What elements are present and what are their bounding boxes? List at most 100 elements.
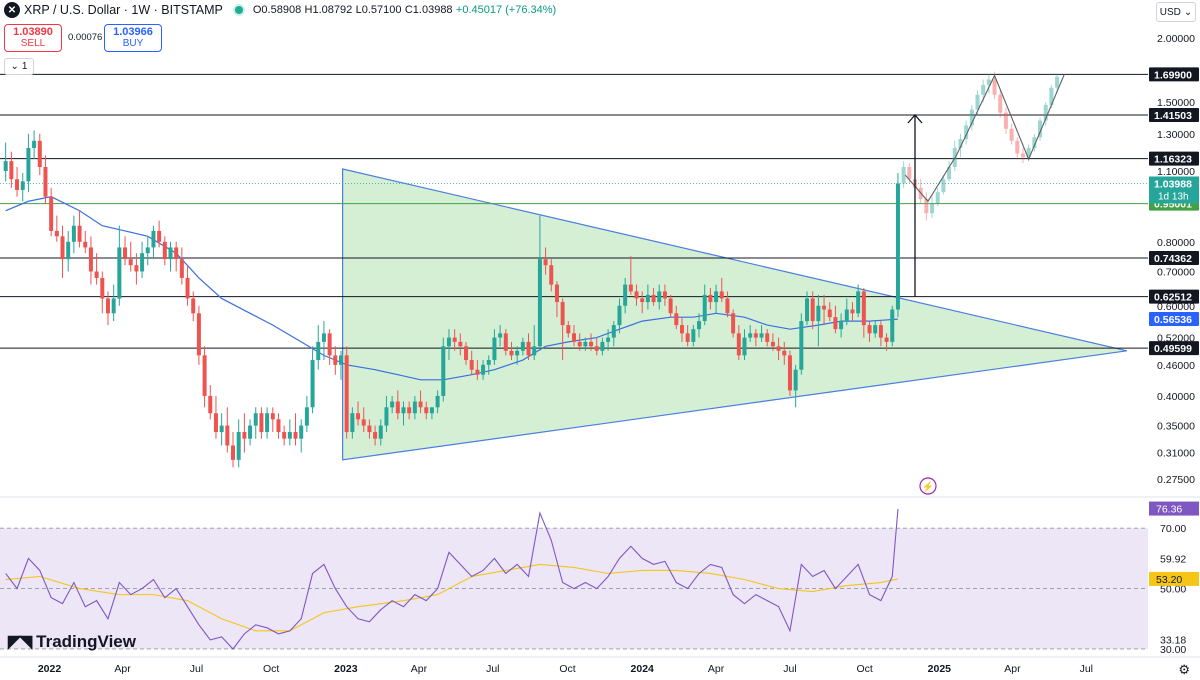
currency-selector[interactable]: USD ⌄: [1156, 2, 1196, 22]
candle: [299, 419, 304, 453]
buy-button[interactable]: 1.03966 BUY: [104, 24, 162, 52]
symbol-title[interactable]: XRP / U.S. Dollar · 1W · BITSTAMP: [24, 3, 223, 17]
candle-body: [367, 425, 372, 433]
candle: [270, 407, 275, 433]
candle-body: [384, 407, 389, 426]
candle: [1038, 117, 1043, 141]
candle-body: [242, 432, 247, 439]
candle-body: [32, 140, 37, 148]
last-price-label-bg: [1149, 176, 1199, 204]
candle: [236, 419, 241, 468]
candle-body: [299, 425, 304, 439]
candle-body: [964, 125, 969, 140]
candle-body: [572, 333, 576, 342]
candle: [412, 395, 417, 420]
level-price-label-bg: [1149, 67, 1199, 82]
candle: [577, 333, 582, 351]
candle-body: [321, 333, 326, 342]
collapse-indicators-button[interactable]: ⌄ 1: [4, 58, 34, 75]
candle-body: [446, 337, 451, 347]
candle: [168, 241, 173, 272]
tradingview-logo[interactable]: ◤◥ TradingView: [8, 632, 136, 652]
candle: [390, 395, 395, 414]
candle: [208, 385, 213, 420]
level-price-label-bg: [1149, 289, 1199, 304]
candle-body: [100, 277, 105, 299]
price-axis-tick: 1.50000: [1157, 97, 1195, 109]
candle: [833, 305, 838, 334]
ohlc-open: O0.58908: [252, 4, 302, 16]
candle-body: [105, 298, 110, 314]
candle: [736, 325, 741, 361]
candle: [401, 401, 406, 426]
candle: [617, 298, 622, 334]
candle-body: [390, 401, 395, 408]
candle-body: [782, 350, 787, 356]
candle: [930, 196, 935, 219]
candle-body: [714, 291, 719, 303]
candle: [515, 346, 520, 365]
candle: [1055, 74, 1060, 94]
candle-body: [515, 350, 520, 356]
candle-body: [441, 346, 446, 396]
level-price-label-bg: [1149, 251, 1199, 266]
chart-header: ✕ XRP / U.S. Dollar · 1W · BITSTAMP O0.5…: [0, 0, 1148, 20]
time-axis-tick: Apr: [411, 663, 428, 675]
candle-body: [861, 291, 866, 326]
candle: [316, 325, 321, 370]
candle: [123, 236, 128, 266]
candle: [554, 281, 559, 318]
rsi-axis-tick: 50.00: [1160, 584, 1186, 596]
candle: [662, 284, 667, 306]
candle: [83, 230, 88, 254]
candle-body: [969, 109, 974, 126]
candle: [850, 302, 855, 322]
candle: [111, 284, 116, 322]
candle-body: [662, 291, 667, 299]
candle: [878, 321, 883, 347]
candle-body: [1055, 76, 1060, 88]
candle: [435, 390, 440, 414]
candle: [333, 346, 338, 375]
price-axis-tick: 0.46000: [1157, 360, 1195, 372]
candle-body: [66, 241, 71, 260]
candle-body: [935, 192, 940, 204]
candle-body: [930, 203, 935, 214]
candle-body: [174, 247, 179, 260]
candle-body: [799, 321, 804, 370]
candle: [77, 210, 82, 248]
candle: [418, 390, 423, 414]
candle-body: [344, 355, 349, 433]
candle: [231, 432, 236, 468]
candle-body: [674, 313, 679, 326]
gear-icon[interactable]: ⚙: [1178, 662, 1190, 677]
candle: [407, 401, 412, 420]
candle-body: [520, 341, 525, 351]
candle-body: [208, 395, 213, 414]
candle: [1015, 137, 1020, 158]
candle: [759, 325, 764, 342]
candle: [100, 271, 105, 314]
candle: [88, 236, 93, 285]
candle-body: [1015, 140, 1020, 154]
candle-body: [998, 94, 1003, 113]
candle-body: [566, 325, 571, 334]
sell-button[interactable]: 1.03890 SELL: [4, 24, 62, 52]
candle: [469, 350, 474, 375]
rsi-line: [5, 508, 899, 650]
candle: [765, 329, 770, 347]
candle-body: [9, 161, 14, 180]
candle: [446, 329, 451, 361]
candle-body: [54, 230, 59, 237]
candle-body: [577, 341, 582, 347]
market-status-icon: [234, 6, 243, 14]
candle: [327, 329, 332, 365]
candle: [787, 350, 792, 396]
candle-body: [1049, 87, 1054, 106]
chevron-down-icon: ⌄: [1183, 6, 1193, 18]
candle-body: [844, 309, 849, 322]
candle-body: [185, 277, 190, 299]
candle: [429, 407, 434, 420]
candle: [350, 407, 355, 439]
